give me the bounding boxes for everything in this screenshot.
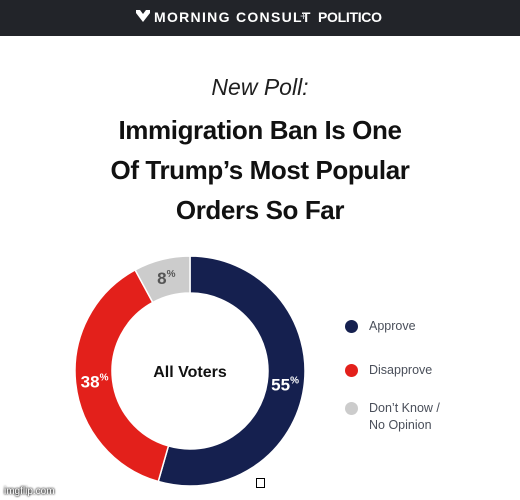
donut-slice-approve	[157, 255, 306, 487]
donut-chart: 55%38%8%All Voters	[74, 255, 306, 487]
headline-line: Orders So Far	[175, 195, 345, 225]
kicker: New Poll:	[211, 74, 309, 100]
donut-center-label: All Voters	[153, 364, 227, 381]
legend-label: Disapprove	[369, 363, 433, 377]
headline-line: Of Trump’s Most Popular	[110, 155, 410, 185]
brand-morning-consult: MORNING CONSULT	[154, 9, 312, 25]
legend-label: Approve	[369, 319, 416, 333]
watermark: imgflip.com	[4, 486, 55, 497]
morning-consult-logo-icon	[136, 10, 150, 22]
donut-slice-don-t-know-no-opinion	[134, 255, 191, 304]
donut-slice-disapprove	[74, 268, 170, 483]
header-bar: MORNING CONSULT + POLITICO	[0, 0, 520, 36]
headline-line: Immigration Ban Is One	[118, 115, 402, 145]
legend-label: Don’t Know / No Opinion	[369, 401, 440, 432]
brand-politico: POLITICO	[318, 9, 382, 25]
checkbox-mark	[256, 478, 265, 488]
brand-plus: +	[300, 9, 308, 23]
legend-swatch	[345, 320, 358, 333]
headline: Immigration Ban Is One Of Trump’s Most P…	[40, 110, 480, 230]
legend-swatch	[345, 364, 358, 377]
legend-swatch	[345, 402, 358, 415]
